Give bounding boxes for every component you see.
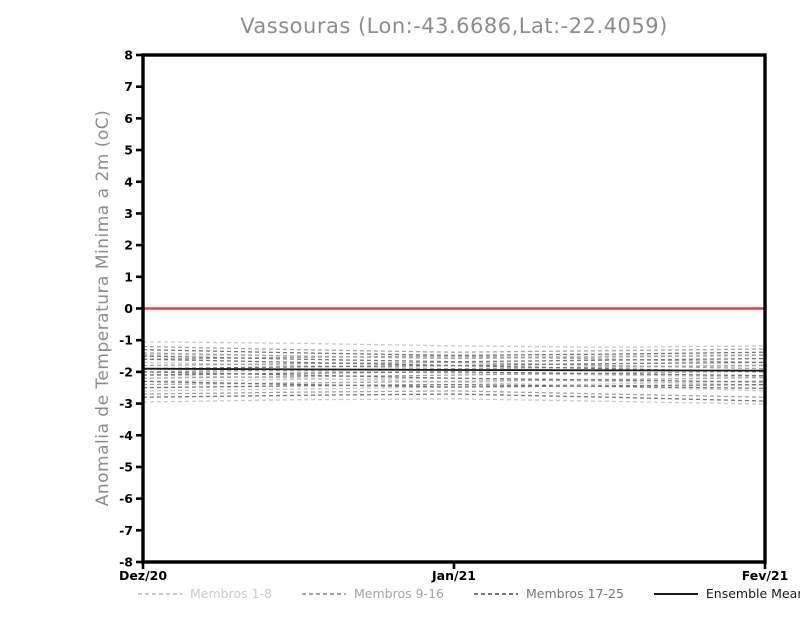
y-tick-label: 4 <box>124 174 133 189</box>
x-tick-label: Fev/21 <box>742 568 789 583</box>
y-tick-label: 7 <box>124 79 133 94</box>
legend: Membros 1-8 Membros 9-16 Membros 17-25 E… <box>138 586 800 601</box>
y-tick-label: 3 <box>124 206 133 221</box>
y-tick-label: -5 <box>119 459 133 474</box>
y-tick-label: -7 <box>119 523 133 538</box>
solid-line-sample <box>653 592 698 595</box>
y-tick-label: -8 <box>119 555 133 570</box>
member-line <box>142 398 766 405</box>
y-axis-label: Anomalia de Temperatura Minima a 2m (oC) <box>93 109 113 507</box>
legend-label: Membros 1-8 <box>190 586 273 601</box>
ensemble-mean-line <box>142 367 766 372</box>
member-line <box>142 376 766 386</box>
legend-item-membros-9-16: Membros 9-16 <box>302 586 444 601</box>
member-line <box>142 353 766 359</box>
dashed-line-sample <box>473 592 518 595</box>
y-tick-label: 6 <box>124 111 133 126</box>
dashed-line-sample <box>138 592 182 595</box>
member-line <box>142 355 766 363</box>
member-line <box>142 393 766 402</box>
y-tick-label: -4 <box>119 428 133 443</box>
member-line <box>142 349 766 357</box>
y-tick-label: -3 <box>119 396 133 411</box>
member-line <box>142 371 766 377</box>
member-line <box>142 368 766 378</box>
legend-label: Ensemble Mean <box>705 586 800 601</box>
member-line <box>142 352 766 360</box>
y-tick-label: 2 <box>124 238 133 253</box>
legend-item-membros-17-25: Membros 17-25 <box>473 586 624 601</box>
y-tick-label: -1 <box>119 333 133 348</box>
y-tick-label: 8 <box>124 48 133 63</box>
y-tick-label: -2 <box>119 364 133 379</box>
y-tick-label: 1 <box>124 269 133 284</box>
y-tick-label: -6 <box>119 491 133 506</box>
member-line <box>142 383 766 390</box>
y-tick-label: 5 <box>124 143 133 158</box>
legend-label: Membros 9-16 <box>354 586 444 601</box>
member-line <box>142 371 766 383</box>
member-line <box>142 380 766 388</box>
legend-item-membros-1-8: Membros 1-8 <box>138 586 272 601</box>
chart-title: Vassouras (Lon:-43.6686,Lat:-22.4059) <box>240 14 668 38</box>
member-line <box>142 390 766 398</box>
y-tick-label: 0 <box>124 301 133 316</box>
x-tick-label: Jan/21 <box>431 568 476 583</box>
legend-label: Membros 17-25 <box>525 586 624 601</box>
dashed-line-sample <box>302 592 347 595</box>
legend-item-ensemble-mean: Ensemble Mean <box>653 586 800 601</box>
member-line <box>142 341 766 348</box>
member-line <box>142 345 766 353</box>
x-tick-label: Dez/20 <box>119 568 167 583</box>
member-line <box>142 370 766 379</box>
